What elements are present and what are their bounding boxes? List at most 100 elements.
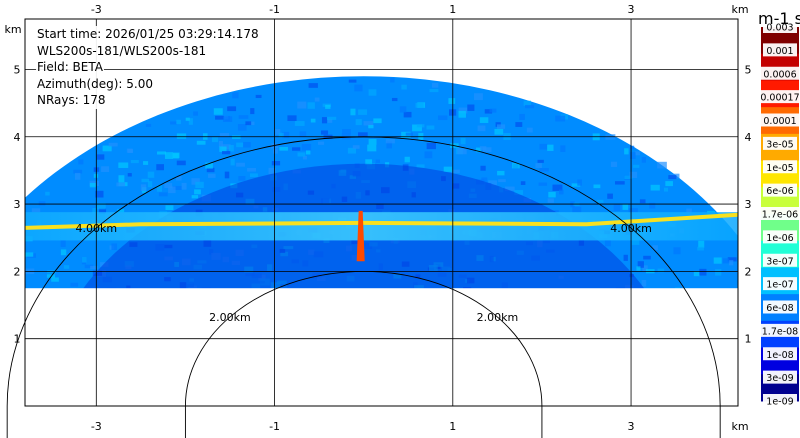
speckle <box>368 89 377 96</box>
speckle <box>368 124 374 129</box>
speckle <box>287 115 297 122</box>
speckle <box>301 143 312 151</box>
speckle <box>348 79 357 83</box>
colorbar-label-bg <box>763 277 797 291</box>
speckle <box>317 141 325 145</box>
speckle <box>13 310 17 315</box>
speckle <box>390 77 395 83</box>
speckle <box>489 108 497 113</box>
speckle <box>73 169 83 174</box>
colorbar-label-bg <box>763 136 797 150</box>
colorbar-label: 1e-09 <box>766 397 793 408</box>
speckle <box>467 104 475 111</box>
speckle <box>572 206 582 214</box>
speckle <box>3 333 11 339</box>
speckle <box>176 175 182 181</box>
speckle <box>403 111 412 118</box>
speckle <box>250 108 255 115</box>
speckle <box>194 189 201 195</box>
speckle <box>249 173 258 178</box>
speckle <box>368 138 377 145</box>
speckle <box>147 171 155 178</box>
speckle <box>488 180 497 186</box>
speckle <box>642 265 648 272</box>
speckle <box>698 240 705 248</box>
speckle <box>426 125 435 130</box>
speckle <box>476 147 482 153</box>
speckle <box>168 186 176 194</box>
speckle <box>321 117 328 124</box>
azimuth: Azimuth(deg): 5.00 <box>36 75 155 92</box>
speckle <box>514 190 524 195</box>
range-ring <box>184 271 543 438</box>
colorbar-label: 0.0006 <box>763 69 796 80</box>
speckle <box>699 268 707 276</box>
speckle <box>515 122 523 127</box>
speckle <box>97 154 105 160</box>
speckle <box>630 145 635 150</box>
speckle <box>593 184 601 189</box>
speckle <box>222 151 231 155</box>
speckle <box>657 268 665 273</box>
speckle <box>697 246 704 251</box>
speckle <box>663 187 669 192</box>
speckle <box>172 185 182 190</box>
speckle <box>127 173 132 177</box>
colorbar-label-bg <box>763 347 797 361</box>
y-tick-label-right: 1 <box>745 333 752 346</box>
speckle <box>224 171 230 179</box>
colorbar-label-bg <box>763 394 797 407</box>
y-tick-label: 4 <box>14 131 21 144</box>
speckle <box>519 113 525 120</box>
speckle <box>176 119 181 125</box>
colorbar-label-bg <box>763 183 797 197</box>
speckle <box>373 118 382 124</box>
colorbar-label-bg <box>763 300 797 314</box>
speckle <box>275 129 281 135</box>
speckle <box>305 150 311 155</box>
speckle <box>118 175 125 183</box>
speckle <box>111 243 118 251</box>
speckle <box>431 82 439 88</box>
y-tick-label-right: 2 <box>745 265 752 278</box>
speckle <box>227 106 237 112</box>
speckle <box>424 151 433 159</box>
speckle <box>92 208 98 214</box>
speckle <box>145 123 152 127</box>
speckle <box>0 327 1 331</box>
speckle <box>639 199 646 204</box>
start-time: Start time: 2026/01/25 03:29:14.178 <box>36 26 260 43</box>
y-tick-label: 3 <box>14 198 21 211</box>
speckle <box>236 162 245 167</box>
speckle <box>70 282 79 287</box>
colorbar-label-bg <box>760 113 800 127</box>
speckle <box>99 208 107 214</box>
speckle <box>3 293 13 297</box>
speckle <box>479 117 489 123</box>
y-tick-label-right: 5 <box>745 63 752 76</box>
speckle <box>219 133 230 137</box>
speckle <box>559 189 564 195</box>
speckle <box>310 118 316 123</box>
speckle <box>140 184 147 192</box>
speckle <box>386 141 393 149</box>
speckle <box>525 104 535 109</box>
colorbar-label-bg <box>757 90 800 104</box>
speckle <box>754 276 760 282</box>
speckle <box>272 149 278 154</box>
speckle <box>504 186 515 191</box>
speckle <box>25 284 26 292</box>
range-ring-label: 2.00km <box>209 311 251 324</box>
colorbar-label: 3e-07 <box>766 256 793 267</box>
colorbar-label-bg <box>763 20 797 33</box>
speckle <box>326 116 337 120</box>
speckle <box>196 140 206 145</box>
speckle <box>118 162 129 168</box>
x-tick-label: -3 <box>91 420 102 433</box>
speckle <box>268 167 276 175</box>
speckle <box>615 181 625 185</box>
speckle <box>358 109 368 115</box>
speckle <box>399 106 407 113</box>
speckle <box>164 152 174 159</box>
